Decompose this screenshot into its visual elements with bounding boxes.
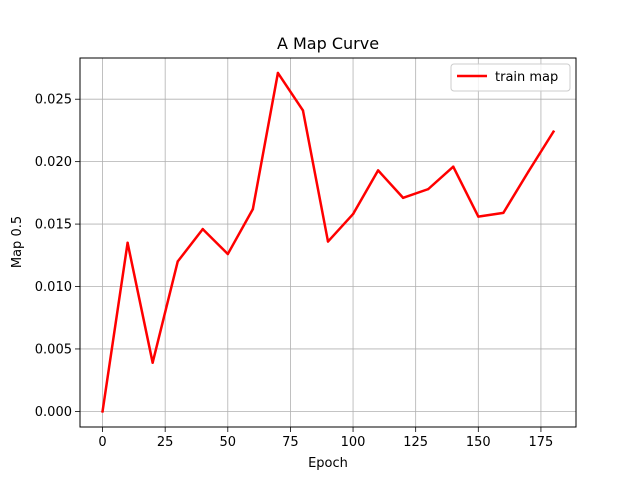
y-axis-label: Map 0.5 [10,216,25,268]
legend-label-train-map: train map [495,70,558,85]
series-layer [101,71,556,413]
y-tick-label-0.025: 0.025 [35,93,72,108]
grid [80,58,576,427]
data-point-train-map-90 [326,240,330,243]
data-point-train-map-40 [201,227,204,231]
data-point-train-map-50 [226,252,229,256]
x-tick-label-100: 100 [341,435,366,450]
data-point-train-map-130 [427,187,430,191]
legend-box [450,63,571,92]
y-tick-label-0.015: 0.015 [35,218,72,233]
data-point-train-map-140 [452,165,455,168]
x-axis-ticks: 0 25 50 75 100 125 150 175 [98,427,553,450]
x-tick-label-25: 25 [157,435,174,450]
data-point-train-map-20 [151,361,154,364]
x-tick-label-175: 175 [529,435,554,450]
chart-title: A Map Curve [277,34,379,53]
x-tick-label-0: 0 [98,435,106,450]
data-point-train-map-0 [101,410,104,413]
x-tick-label-75: 75 [282,435,299,450]
data-point-train-map-120 [401,196,405,200]
data-point-train-map-180 [552,130,555,133]
data-point-train-map-10 [126,241,129,245]
data-point-train-map-110 [376,169,380,172]
x-tick-label-125: 125 [403,435,428,450]
x-tick-label-50: 50 [220,435,237,450]
plot-frame [79,57,577,428]
data-point-train-map-60 [251,207,255,211]
data-point-train-map-170 [527,170,530,173]
data-point-train-map-160 [502,211,505,215]
y-tick-label-0.000: 0.000 [35,405,72,420]
legend: train map [450,63,571,92]
data-point-train-map-100 [351,212,355,216]
data-point-train-map-80 [301,109,305,112]
y-tick-label-0.005: 0.005 [35,342,72,357]
y-tick-label-0.010: 0.010 [35,280,72,295]
data-point-train-map-30 [176,260,179,263]
y-tick-label-0.020: 0.020 [35,155,72,170]
data-point-train-map-150 [477,215,480,218]
x-tick-label-150: 150 [466,435,491,450]
x-axis-label: Epoch [308,456,348,471]
data-point-train-map-70 [276,71,280,75]
y-axis-ticks: 0.000 0.005 0.010 0.015 0.020 0.025 [35,93,80,420]
